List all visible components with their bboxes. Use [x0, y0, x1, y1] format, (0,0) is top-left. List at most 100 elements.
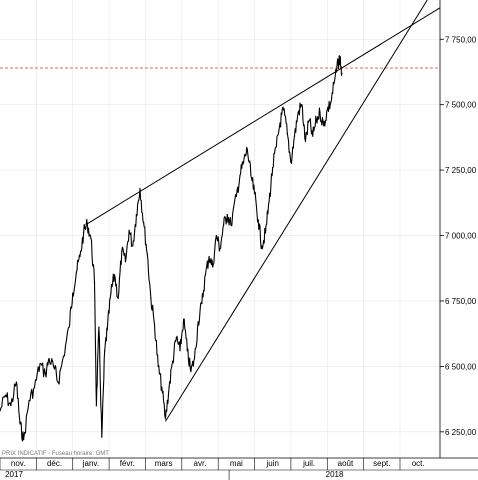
data-point	[264, 232, 267, 234]
data-point	[290, 161, 292, 163]
data-point	[341, 72, 343, 74]
data-point	[197, 321, 199, 323]
data-point	[257, 219, 259, 221]
data-point	[297, 111, 299, 114]
y-tick-label: 7 250,00	[445, 166, 477, 175]
data-point	[168, 386, 170, 388]
data-point	[293, 135, 296, 137]
data-point	[39, 363, 41, 365]
year-label: 2018	[326, 470, 344, 479]
data-point	[301, 104, 303, 106]
data-point	[275, 145, 277, 148]
data-point	[235, 195, 237, 197]
month-label: août	[338, 459, 354, 468]
x-axis: nov. déc. janv. févr. mars avr. mai juin juil. ao…	[0, 458, 478, 480]
data-point	[323, 125, 325, 127]
data-point	[164, 418, 167, 420]
month-label: déc.	[47, 459, 62, 468]
data-point	[15, 381, 17, 383]
data-point	[75, 271, 77, 273]
data-point	[121, 250, 123, 252]
data-point	[90, 237, 92, 239]
data-point	[304, 140, 307, 142]
data-point	[172, 360, 174, 362]
data-point	[19, 423, 21, 425]
data-point	[333, 80, 336, 82]
month-label: oct.	[412, 459, 425, 468]
price-series	[0, 55, 343, 442]
data-point	[179, 350, 181, 352]
data-point	[183, 318, 185, 320]
month-label: mars	[155, 459, 173, 468]
data-point	[272, 166, 274, 169]
data-point	[193, 357, 196, 360]
month-label: nov.	[11, 459, 26, 468]
data-point	[33, 386, 36, 388]
month-label: mai	[230, 459, 243, 468]
data-point	[57, 381, 59, 383]
data-point	[150, 297, 152, 299]
month-label: juil.	[302, 459, 315, 468]
data-point	[223, 224, 225, 226]
y-axis: 6 250,00 6 500,00 6 750,00 7 000,00 7 250,00…	[440, 35, 477, 437]
data-point	[161, 386, 163, 388]
data-point	[48, 357, 50, 360]
trendline-upper	[87, 7, 441, 225]
year-label: 2017	[5, 470, 23, 479]
data-point	[283, 109, 285, 111]
data-point	[113, 274, 116, 276]
grid	[0, 0, 440, 458]
data-point	[124, 261, 127, 263]
data-point	[139, 187, 141, 190]
month-label: avr.	[194, 459, 207, 468]
data-point	[98, 326, 100, 328]
data-point	[253, 193, 256, 195]
data-point	[326, 109, 328, 111]
data-point	[250, 174, 252, 176]
data-point	[28, 399, 30, 402]
data-point	[204, 274, 207, 276]
data-point	[110, 292, 112, 294]
data-point	[261, 245, 263, 247]
data-point	[286, 132, 288, 135]
data-point	[319, 111, 321, 114]
footer-text: PRIX INDICATIF - Fuseau horaire: GMT	[2, 451, 109, 457]
data-point	[104, 350, 106, 352]
data-point	[279, 122, 281, 124]
month-label: févr.	[120, 459, 135, 468]
data-point	[243, 161, 245, 163]
data-point	[268, 200, 270, 203]
data-point	[117, 297, 119, 299]
data-point	[315, 119, 317, 121]
month-label: sept.	[373, 459, 390, 468]
data-point	[93, 282, 96, 284]
data-point	[337, 62, 339, 64]
month-label: juin	[266, 459, 279, 468]
y-tick-label: 7 000,00	[445, 232, 477, 241]
data-point	[135, 214, 137, 216]
data-point	[157, 365, 159, 367]
data-point	[106, 329, 108, 331]
y-tick-label: 6 250,00	[445, 428, 477, 437]
trendline-lower	[165, 0, 428, 422]
data-point	[208, 255, 210, 258]
data-point	[83, 232, 85, 234]
data-point	[143, 221, 145, 224]
data-point	[308, 119, 310, 121]
data-point	[79, 255, 81, 258]
data-point	[72, 292, 74, 294]
data-point	[153, 323, 156, 326]
data-point	[175, 337, 177, 339]
data-point	[63, 355, 65, 357]
y-tick-label: 6 750,00	[445, 297, 477, 306]
data-point	[212, 266, 214, 268]
data-point	[339, 56, 341, 59]
data-point	[190, 371, 192, 373]
month-label: janv.	[82, 459, 99, 468]
y-tick-label: 7 750,00	[445, 35, 477, 44]
data-point	[246, 148, 248, 150]
plot-background	[0, 0, 440, 458]
data-point	[186, 350, 188, 352]
data-point	[10, 405, 12, 407]
data-point	[0, 410, 1, 412]
